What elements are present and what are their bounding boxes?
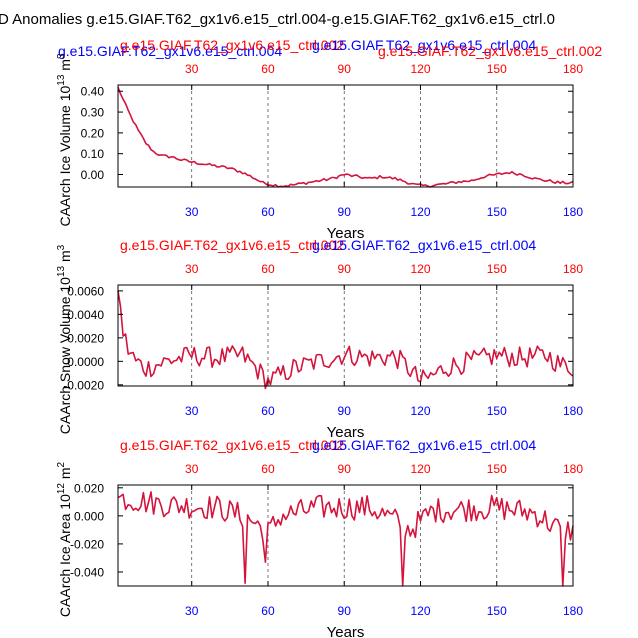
case-label: g.e15.GIAF.T62_gx1v6.e15_ctrl.004 (58, 43, 282, 59)
bottom-tick-label: 90 (338, 205, 352, 219)
bottom-tick-label: 150 (487, 205, 507, 219)
case-label: g.e15.GIAF.T62_gx1v6.e15_ctrl.002 (120, 37, 344, 53)
x-axis-label: Years (327, 624, 365, 638)
y-axis-label: CAArch Ice Area 1012 m2 (56, 461, 73, 617)
case-label: g.e15.GIAF.T62_gx1v6.e15_ctrl.002 (120, 437, 344, 453)
bottom-tick-label: 120 (410, 604, 430, 618)
top-tick-label: 30 (185, 62, 199, 76)
data-line (117, 491, 574, 587)
top-tick-label: 90 (338, 62, 352, 76)
case-label: g.e15.GIAF.T62_gx1v6.e15_ctrl.004 (312, 437, 536, 453)
top-tick-label: 180 (563, 462, 583, 476)
y-tick-label: 0.00 (81, 168, 105, 182)
y-tick-label: 0.000 (74, 509, 104, 523)
plot-frame (117, 84, 574, 188)
top-tick-label: 150 (487, 62, 507, 76)
bottom-tick-label: 30 (185, 404, 199, 418)
top-tick-label: 180 (563, 62, 583, 76)
y-tick-label: -0.040 (70, 565, 104, 579)
case-label: g.e15.GIAF.T62_gx1v6.e15_ctrl.004 (312, 237, 536, 253)
bottom-tick-label: 60 (261, 404, 275, 418)
y-tick-label: 0.0020 (67, 331, 104, 345)
y-tick-label: 0.20 (81, 126, 105, 140)
top-tick-label: 60 (261, 462, 275, 476)
panel-1: g.e15.GIAF.T62_gx1v6.e15_ctrl.004g.e15.G… (56, 37, 602, 242)
top-tick-label: 120 (410, 62, 430, 76)
bottom-tick-label: 30 (185, 604, 199, 618)
top-tick-label: 90 (338, 262, 352, 276)
y-tick-label: 0.0040 (67, 308, 104, 322)
bottom-tick-label: 180 (563, 404, 583, 418)
top-tick-label: 180 (563, 262, 583, 276)
x-axis-label: Years (327, 424, 365, 441)
y-tick-label: -0.020 (70, 537, 104, 551)
bottom-tick-label: 180 (563, 205, 583, 219)
data-line (117, 86, 574, 188)
y-tick-label: 0.0060 (67, 284, 104, 298)
case-label: g.e15.GIAF.T62_gx1v6.e15_ctrl.002 (120, 237, 344, 253)
top-tick-label: 150 (487, 262, 507, 276)
plot-frame (117, 284, 574, 387)
top-tick-label: 120 (410, 462, 430, 476)
bottom-tick-label: 120 (410, 205, 430, 219)
top-tick-label: 120 (410, 262, 430, 276)
y-axis-label: CAArch Ice Volume 1013 m3 (56, 53, 73, 227)
x-axis-label: Years (327, 225, 365, 242)
y-tick-label: -0.0020 (63, 378, 104, 392)
panel-2: g.e15.GIAF.T62_gx1v6.e15_ctrl.002g.e15.G… (56, 237, 583, 441)
bottom-tick-label: 30 (185, 205, 199, 219)
bottom-tick-label: 150 (487, 404, 507, 418)
y-tick-label: 0.020 (74, 481, 104, 495)
bottom-tick-label: 60 (261, 604, 275, 618)
bottom-tick-label: 60 (261, 205, 275, 219)
bottom-tick-label: 150 (487, 604, 507, 618)
y-axis-label: CAArch Snow Volume 1013 m3 (56, 244, 73, 434)
top-tick-label: 60 (261, 62, 275, 76)
top-tick-label: 90 (338, 462, 352, 476)
case-label: g.e15.GIAF.T62_gx1v6.e15_ctrl.004 (312, 37, 536, 53)
top-tick-label: 30 (185, 462, 199, 476)
y-tick-label: 0.40 (81, 85, 105, 99)
figure-title: D Anomalies g.e15.GIAF.T62_gx1v6.e15_ctr… (0, 11, 555, 28)
bottom-tick-label: 120 (410, 404, 430, 418)
top-tick-label: 60 (261, 262, 275, 276)
y-tick-label: 0.0000 (67, 355, 104, 369)
bottom-tick-label: 90 (338, 404, 352, 418)
y-tick-label: 0.10 (81, 147, 105, 161)
panel-3: g.e15.GIAF.T62_gx1v6.e15_ctrl.002g.e15.G… (56, 437, 583, 638)
top-tick-label: 150 (487, 462, 507, 476)
data-line (117, 290, 574, 390)
y-tick-label: 0.30 (81, 106, 105, 120)
case-label: g.e15.GIAF.T62_gx1v6.e15_ctrl.002 (378, 43, 602, 59)
plot-frame (117, 484, 574, 587)
bottom-tick-label: 180 (563, 604, 583, 618)
top-tick-label: 30 (185, 262, 199, 276)
bottom-tick-label: 90 (338, 604, 352, 618)
